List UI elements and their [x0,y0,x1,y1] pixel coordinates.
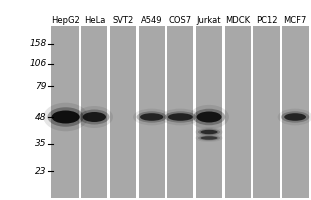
Ellipse shape [198,129,220,135]
Text: A549: A549 [141,16,162,25]
Bar [79,26,81,198]
Ellipse shape [43,103,88,131]
Text: 106: 106 [30,60,47,68]
Text: SVT2: SVT2 [112,16,134,25]
Ellipse shape [83,112,106,122]
Bar [222,26,225,198]
Bar [251,26,253,198]
Text: 35: 35 [35,140,47,148]
Text: 23: 23 [35,166,47,176]
Text: 48: 48 [35,112,47,121]
Bar [51,26,309,198]
Ellipse shape [52,110,80,123]
Text: MCF7: MCF7 [283,16,307,25]
Ellipse shape [79,110,109,124]
Text: HepG2: HepG2 [51,16,80,25]
Text: HeLa: HeLa [84,16,105,25]
Bar [165,26,167,198]
Text: Jurkat: Jurkat [197,16,221,25]
Ellipse shape [195,134,223,142]
Ellipse shape [197,112,221,122]
Bar [107,26,110,198]
Ellipse shape [140,113,163,121]
Ellipse shape [201,136,218,140]
Ellipse shape [195,127,223,137]
Bar [280,26,282,198]
Ellipse shape [133,109,170,125]
Text: 158: 158 [30,40,47,48]
Ellipse shape [164,111,197,123]
Ellipse shape [284,113,306,121]
Ellipse shape [201,130,218,134]
Ellipse shape [278,109,311,125]
Ellipse shape [76,106,113,128]
Ellipse shape [168,113,193,121]
Ellipse shape [48,107,84,127]
Ellipse shape [281,111,309,123]
Ellipse shape [189,105,229,129]
Text: 79: 79 [35,82,47,90]
Bar [193,26,196,198]
Text: PC12: PC12 [256,16,277,25]
Text: COS7: COS7 [169,16,192,25]
Text: MDCK: MDCK [225,16,250,25]
Bar [136,26,139,198]
Ellipse shape [160,109,200,125]
Ellipse shape [198,135,220,141]
Ellipse shape [193,109,225,125]
Ellipse shape [137,111,167,123]
